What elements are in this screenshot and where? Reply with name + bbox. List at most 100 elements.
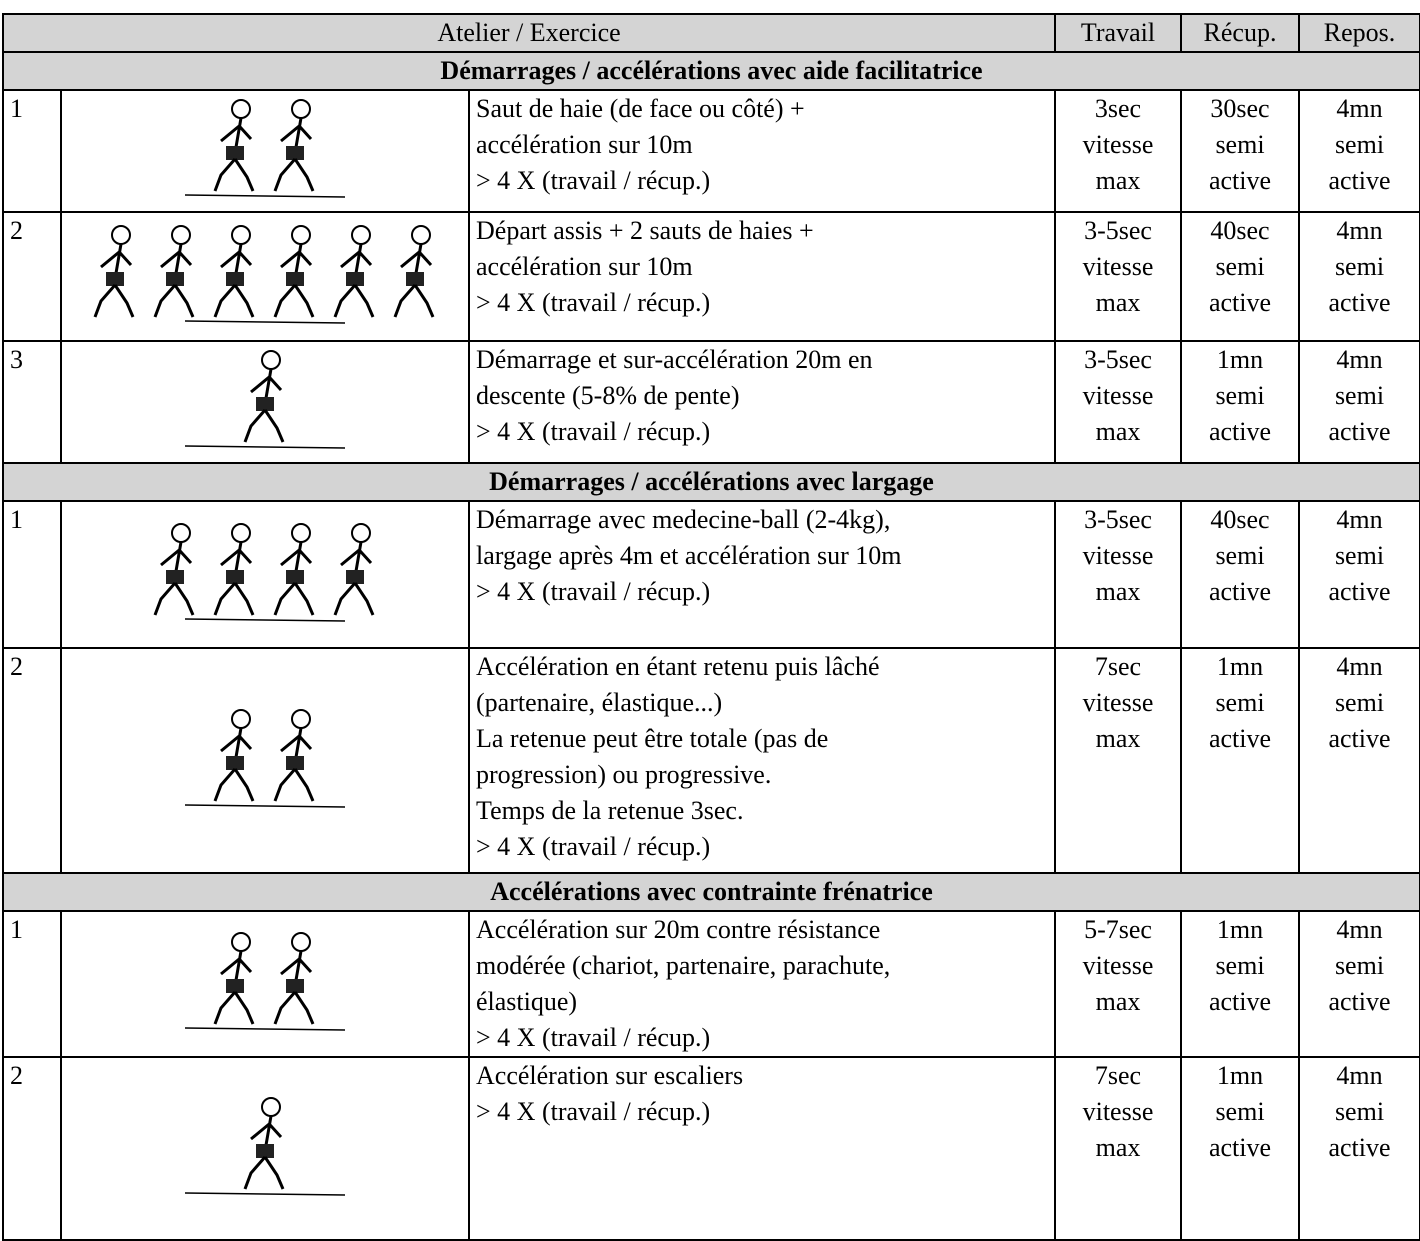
illustration (60, 89, 470, 213)
recup-line: semi (1215, 1097, 1265, 1126)
travail-cell: 5-7sec vitesse max (1054, 910, 1182, 1058)
description-line: > 4 X (travail / récup.) (476, 288, 711, 317)
travail-cell: 3-5sec vitesse max (1054, 340, 1182, 464)
repos-line: 4mn (1336, 216, 1383, 245)
description-line: Temps de la retenue 3sec. (476, 796, 744, 825)
recup-line: active (1208, 724, 1272, 753)
repos-cell: 4mn semi active (1298, 500, 1420, 649)
travail-line: vitesse (1082, 688, 1154, 717)
row-number: 2 (2, 647, 62, 874)
travail-cell: 7sec vitesse max (1054, 647, 1182, 874)
travail-line: vitesse (1082, 1097, 1154, 1126)
row-number: 1 (2, 89, 62, 213)
header-row: Atelier / Exercice Travail Récup. Repos. (2, 13, 1420, 53)
description: Démarrage avec medecine-ball (2-4kg), lar… (468, 500, 1056, 649)
repos-line: semi (1334, 541, 1385, 570)
recup-line: 1mn (1216, 1061, 1264, 1090)
description-line: Départ assis + 2 sauts de haies + (476, 216, 814, 245)
travail-cell: 3-5sec vitesse max (1054, 211, 1182, 342)
description-line: > 4 X (travail / récup.) (476, 1023, 711, 1052)
recup-cell: 1mn semi active (1180, 1056, 1300, 1241)
description-line: Saut de haie (de face ou côté) + (476, 94, 805, 123)
repos-line: 4mn (1336, 505, 1383, 534)
repos-cell: 4mn semi active (1298, 340, 1420, 464)
illustration (184, 1096, 346, 1196)
description-line: > 4 X (travail / récup.) (476, 577, 711, 606)
description: Démarrage et sur-accélération 20m en desc… (468, 340, 1056, 464)
travail-cell: 3sec vitesse max (1054, 89, 1182, 213)
recup-line: active (1208, 417, 1272, 446)
illustration (184, 350, 346, 449)
travail-line: max (1095, 577, 1141, 606)
section-title: Accélérations avec contrainte frénatrice (2, 872, 1420, 912)
exercise-row: 1 Saut de haie (de face ou côté) + accélér… (2, 89, 1420, 213)
description-line: > 4 X (travail / récup.) (476, 417, 711, 446)
repos-line: active (1328, 417, 1391, 446)
travail-line: max (1095, 288, 1141, 317)
description-line: descente (5-8% de pente) (476, 381, 740, 410)
illustration (153, 522, 375, 622)
recup-cell: 40sec semi active (1180, 211, 1300, 342)
illustration (60, 500, 470, 649)
header-cell: Atelier / Exercice (2, 13, 1056, 53)
travail-line: 3-5sec (1084, 505, 1152, 534)
recup-line: 1mn (1216, 652, 1264, 681)
row-number: 1 (2, 500, 62, 649)
recup-line: 1mn (1216, 915, 1264, 944)
description-line: Accélération sur escaliers (476, 1061, 744, 1090)
travail-line: 3-5sec (1084, 345, 1152, 374)
exercise-row: 2 Accélération sur escaliers > 4 X (travai… (2, 1056, 1420, 1241)
travail-line: 3sec (1094, 94, 1142, 123)
travail-line: vitesse (1082, 951, 1154, 980)
recup-line: active (1208, 1133, 1272, 1162)
recup-cell: 1mn semi active (1180, 910, 1300, 1058)
description-line: La retenue peut être totale (pas de (476, 724, 829, 753)
repos-line: active (1328, 166, 1391, 195)
repos-cell: 4mn semi active (1298, 89, 1420, 213)
recup-line: semi (1215, 541, 1265, 570)
repos-line: semi (1334, 130, 1385, 159)
exercise-row: 2 Accélération en étant retenu puis lâché… (2, 647, 1420, 874)
recup-cell: 1mn semi active (1180, 340, 1300, 464)
repos-line: active (1328, 724, 1391, 753)
travail-cell: 7sec vitesse max (1054, 1056, 1182, 1241)
repos-line: semi (1334, 1097, 1385, 1126)
repos-line: semi (1334, 252, 1385, 281)
recup-line: 40sec (1210, 505, 1270, 534)
repos-cell: 4mn semi active (1298, 647, 1420, 874)
repos-line: semi (1334, 951, 1385, 980)
recup-line: active (1208, 987, 1272, 1016)
travail-line: max (1095, 724, 1141, 753)
exercise-row: 2 Départ assis + 2 sauts de haies + accélé… (2, 211, 1420, 342)
description-line: > 4 X (travail / récup.) (476, 166, 711, 195)
repos-line: 4mn (1336, 94, 1383, 123)
repos-line: active (1328, 577, 1391, 606)
recup-cell: 40sec semi active (1180, 500, 1300, 649)
exercise-row: 3 Démarrage et sur-accélération 20m en des… (2, 340, 1420, 464)
repos-cell: 4mn semi active (1298, 1056, 1420, 1241)
recup-line: active (1208, 288, 1272, 317)
description-line: (partenaire, élastique...) (476, 688, 723, 717)
description: Accélération en étant retenu puis lâché (… (468, 647, 1056, 874)
repos-line: 4mn (1336, 915, 1383, 944)
travail-line: max (1095, 417, 1141, 446)
recup-line: active (1208, 166, 1272, 195)
section-title: Démarrages / accélérations avec aide fac… (2, 51, 1420, 91)
repos-line: active (1328, 987, 1391, 1016)
illustration (60, 910, 470, 1058)
travail-line: 3-5sec (1084, 216, 1152, 245)
illustration (60, 211, 470, 342)
header-cell: Travail (1054, 13, 1182, 53)
description: Accélération sur escaliers > 4 X (travail… (468, 1056, 1056, 1241)
recup-line: 1mn (1216, 345, 1264, 374)
repos-line: semi (1334, 381, 1385, 410)
travail-line: max (1095, 1133, 1141, 1162)
recup-cell: 1mn semi active (1180, 647, 1300, 874)
travail-line: 5-7sec (1084, 915, 1152, 944)
repos-line: 4mn (1336, 345, 1383, 374)
row-number: 2 (2, 211, 62, 342)
section-title: Démarrages / accélérations avec largage (2, 462, 1420, 502)
travail-line: vitesse (1082, 381, 1154, 410)
description-line: accélération sur 10m (476, 252, 693, 281)
description-line: > 4 X (travail / récup.) (476, 1097, 711, 1126)
